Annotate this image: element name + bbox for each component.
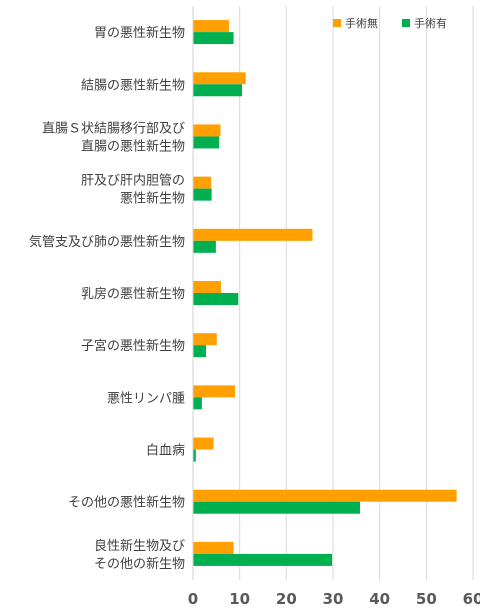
category-label: 気管支及び肺の悪性新生物 [29,234,185,250]
x-tick-label: 50 [416,590,437,608]
category-label: 肝及び肝内胆管の悪性新生物 [81,173,185,207]
category-label: 直腸Ｓ状結腸移行部及び直腸の悪性新生物 [42,121,185,154]
gridlines [239,6,474,580]
bar-without-surgery [193,333,217,346]
category-labels: 胃の悪性新生物結腸の悪性新生物直腸Ｓ状結腸移行部及び直腸の悪性新生物肝及び肝内胆… [29,25,185,572]
legend: 手術無 手術有 [333,16,447,30]
category-label: 胃の悪性新生物 [94,25,185,41]
legend-label: 手術無 [345,16,378,30]
category-label: 乳房の悪性新生物 [81,286,185,302]
x-tick-label: 10 [229,590,250,608]
category-label: 悪性リンパ腫 [107,390,185,406]
category-label: 子宮の悪性新生物 [81,338,185,354]
x-tick-label: 20 [276,590,297,608]
x-tick-label: 60 [463,590,480,608]
bar-without-surgery [193,72,246,85]
bar-with-surgery [193,84,242,97]
category-label: 白血病 [146,443,185,459]
bar-without-surgery [193,228,313,241]
bar-with-surgery [193,136,220,149]
x-tick-label: 30 [323,590,344,608]
bars [193,20,457,566]
bar-with-surgery [193,345,207,358]
bar-with-surgery [193,553,333,566]
bar-without-surgery [193,176,212,189]
legend-swatch [402,19,410,27]
category-label: 結腸の悪性新生物 [81,77,185,93]
bar-without-surgery [193,541,234,554]
bar-with-surgery [193,188,212,201]
bar-with-surgery [193,293,239,305]
bar-with-surgery [193,32,234,45]
bar-with-surgery [193,501,361,514]
bar-with-surgery [193,240,216,253]
bar-without-surgery [193,385,235,398]
bar-without-surgery [193,281,221,293]
bar-without-surgery [193,124,221,137]
bar-with-surgery [193,397,202,410]
legend-swatch [333,19,341,27]
category-label: その他の悪性新生物 [68,495,185,511]
x-tick-label: 0 [188,590,198,608]
x-tick-labels: 0 10 20 30 40 50 60 [188,590,480,608]
x-tick-label: 40 [369,590,390,608]
bar-without-surgery [193,437,214,450]
category-label: 良性新生物及びその他の新生物 [94,538,185,572]
bar-without-surgery [193,20,229,33]
bar-without-surgery [193,489,457,502]
bar-with-surgery [193,449,196,462]
legend-label: 手術有 [414,16,447,30]
